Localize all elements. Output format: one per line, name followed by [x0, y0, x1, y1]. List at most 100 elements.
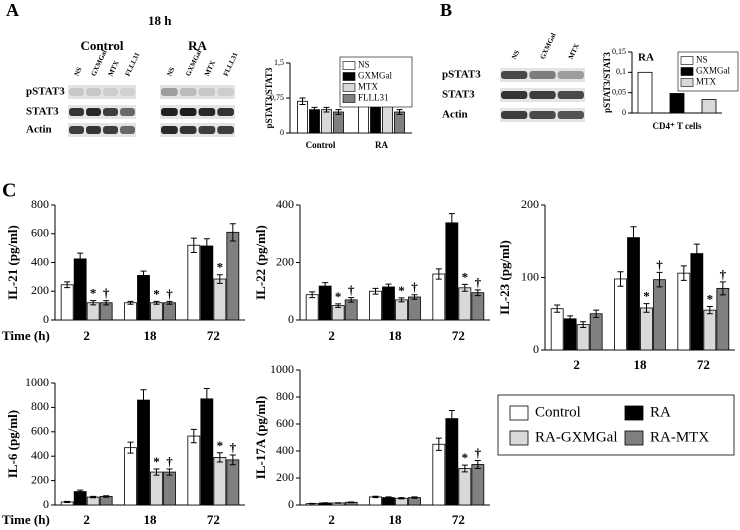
blot-band [529, 71, 556, 79]
error-bar [474, 289, 481, 297]
y-axis-label: IL-6 (pg/ml) [5, 410, 20, 478]
legend-swatch [509, 430, 529, 446]
blot-band [198, 88, 216, 96]
error-bar [90, 495, 97, 499]
bar [305, 294, 319, 321]
significance-marker: † [166, 286, 173, 301]
blot-lane-label: NS [165, 66, 176, 78]
bar [124, 447, 137, 506]
y-tick-label: 800 [276, 389, 294, 403]
significance-marker: * [462, 450, 469, 465]
legend-label: RA-GXMGal [535, 429, 618, 445]
y-tick-label: 600 [31, 424, 49, 438]
y-tick-label: 200 [276, 470, 294, 484]
bar [471, 464, 485, 506]
y-axis-label: IL-23 (pg/ml) [497, 240, 512, 315]
blot-band [69, 126, 84, 134]
y-tick-label: 0 [280, 128, 284, 137]
blot-row-label: Actin [442, 109, 468, 121]
error-bar [348, 297, 355, 303]
blot-band [217, 108, 234, 116]
error-bar [127, 441, 134, 454]
y-tick-label: 400 [31, 254, 49, 268]
blot-band [69, 88, 84, 96]
significance-marker: † [411, 280, 418, 295]
significance-marker: † [475, 275, 482, 290]
significance-marker: † [166, 454, 173, 469]
bar [318, 285, 332, 321]
bar [60, 284, 74, 321]
y-axis-label: IL-17A (pg/ml) [253, 396, 268, 479]
bar [150, 302, 163, 321]
x-tick-label: 18 [389, 512, 403, 527]
x-tick-label: 2 [573, 357, 580, 372]
error-bar [309, 502, 316, 505]
error-bar [398, 297, 405, 303]
bar [73, 491, 87, 506]
blot-band [501, 111, 528, 119]
y-axis-label: IL-22 (pg/ml) [253, 225, 268, 300]
error-bar [335, 109, 342, 115]
error-bar [323, 106, 330, 113]
blot-band [501, 91, 528, 99]
blot-band [557, 111, 584, 119]
significance-marker: * [153, 286, 160, 301]
legend-label: NS [696, 55, 708, 65]
blot-lane-label: MTX [567, 42, 581, 60]
blot-band [86, 126, 101, 134]
error-bar [617, 271, 624, 287]
x-tick-label: 18 [144, 512, 158, 527]
error-bar [474, 459, 481, 470]
error-bar [299, 97, 306, 106]
legend-swatch [342, 94, 356, 103]
y-tick-label: 600 [31, 226, 49, 240]
blot-band [103, 88, 118, 96]
blot-lane-label: NS [510, 49, 521, 61]
y-tick-label: 0,15 [612, 47, 626, 56]
error-bar [630, 226, 637, 249]
x-tick-label: CD4⁺ T cells [653, 121, 702, 131]
bar [458, 287, 472, 321]
significance-marker: † [720, 267, 727, 282]
error-bar [322, 502, 329, 504]
legend-label: RA [650, 404, 671, 420]
bar [471, 292, 485, 321]
error-bar [140, 389, 147, 411]
error-bar [229, 223, 236, 242]
blot-band [557, 91, 584, 99]
bar [73, 258, 87, 321]
error-bar [461, 464, 468, 473]
blot-lane-label: FLLL31 [222, 51, 240, 78]
bar [213, 278, 227, 321]
bar [99, 496, 113, 506]
panel-label: A [6, 0, 19, 20]
error-bar [335, 303, 342, 308]
error-bar [719, 281, 726, 296]
bar [677, 272, 691, 351]
bar [226, 231, 240, 321]
bar [200, 245, 214, 321]
blot-band [103, 126, 118, 134]
y-tick-label: 1000 [270, 362, 294, 376]
bar [432, 443, 446, 506]
bar [321, 109, 332, 134]
error-bar [643, 303, 650, 313]
x-axis-label: Time (h) [2, 328, 50, 343]
error-bar [411, 294, 418, 300]
blot-band [179, 88, 197, 96]
bar [187, 435, 201, 506]
legend-label: NS [358, 60, 370, 70]
error-bar [90, 300, 97, 306]
significance-marker: * [217, 260, 224, 275]
y-tick-label: 0 [43, 497, 49, 511]
error-bar [103, 300, 110, 306]
legend-label: GXMGal [696, 66, 730, 76]
legend-swatch [624, 405, 644, 421]
error-bar [64, 281, 71, 289]
legend-swatch [509, 405, 529, 421]
y-tick-label: 0,05 [612, 87, 626, 96]
significance-marker: * [90, 286, 97, 301]
error-bar [372, 495, 379, 499]
significance-marker: † [475, 445, 482, 460]
